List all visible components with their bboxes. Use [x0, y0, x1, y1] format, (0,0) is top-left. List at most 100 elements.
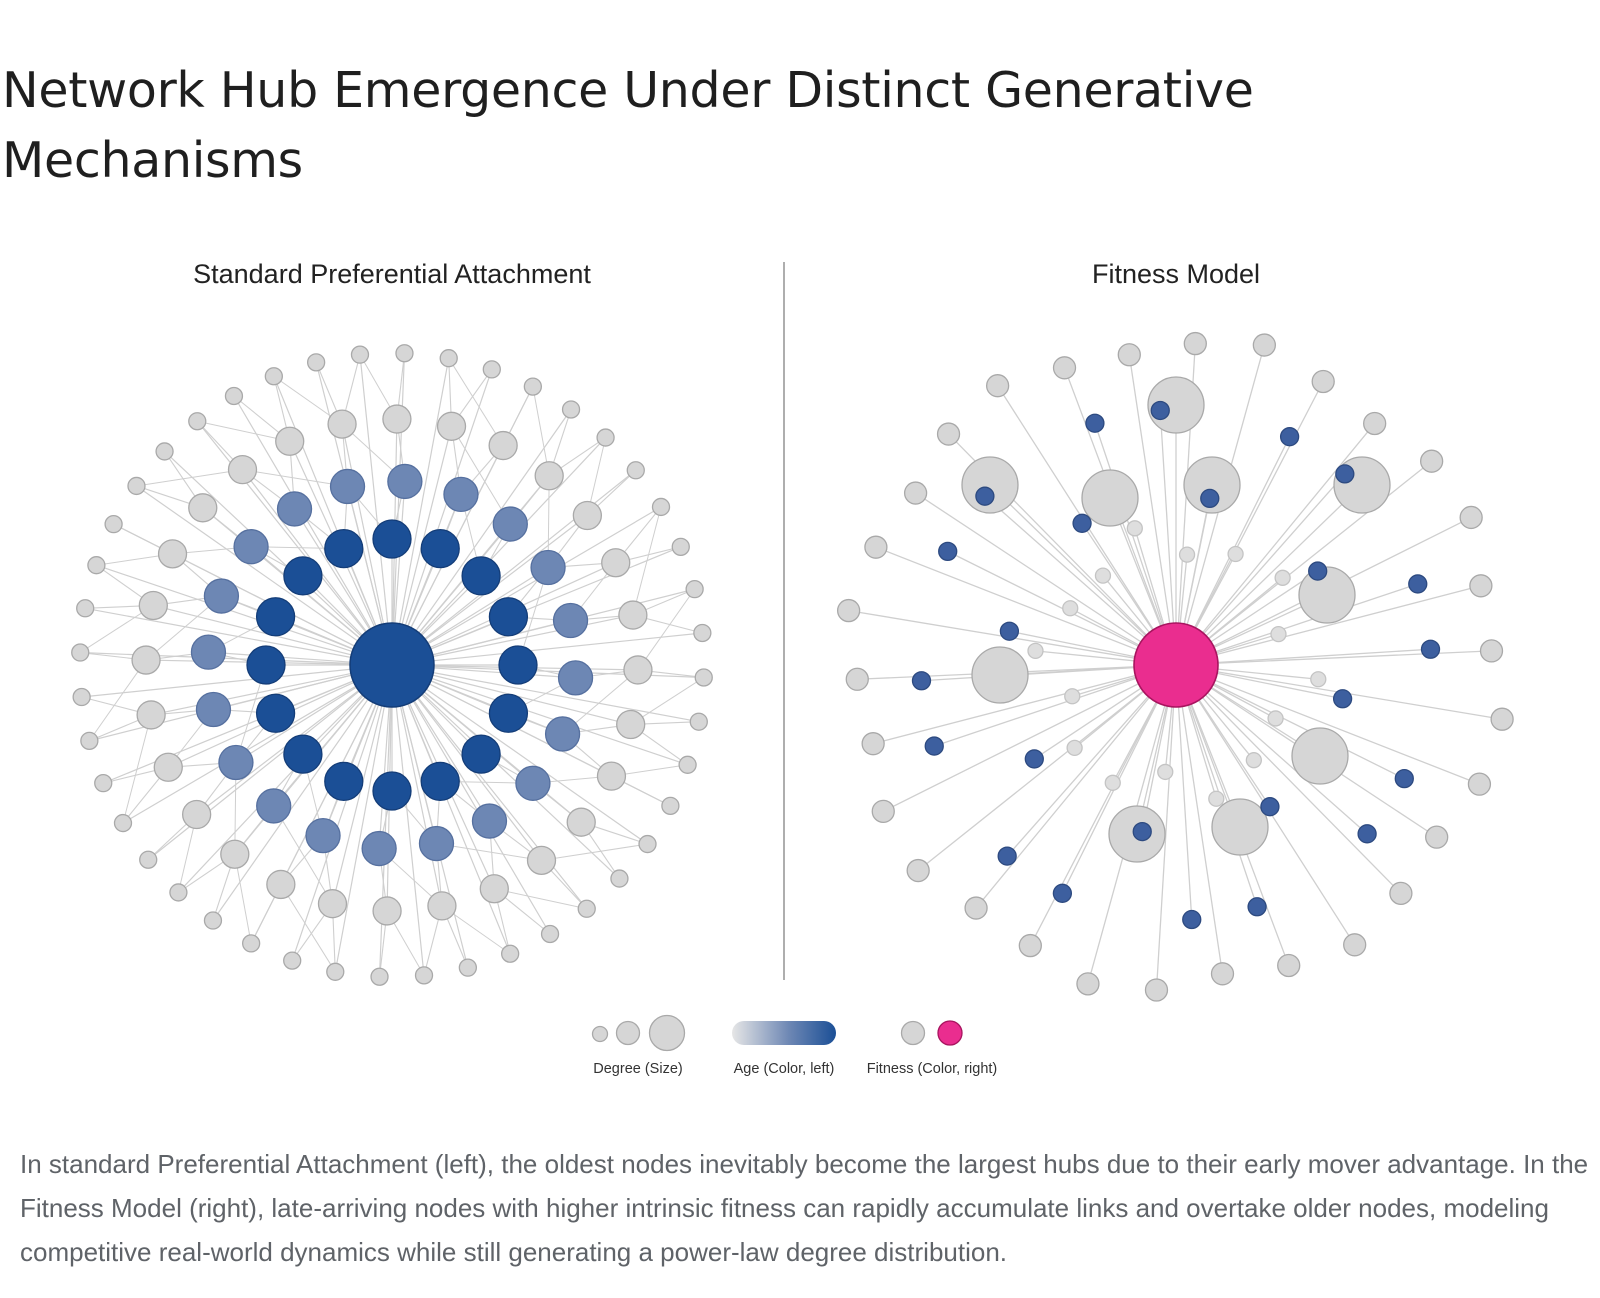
right-network-node	[961, 456, 1019, 514]
left-network-node	[188, 493, 218, 523]
left-network-node	[264, 367, 283, 386]
preferential-attachment-network	[71, 344, 713, 986]
left-network-node	[596, 761, 627, 791]
left-network-node	[515, 765, 551, 801]
left-network-node	[241, 934, 261, 953]
left-network-node	[552, 602, 589, 639]
left-network-node	[188, 412, 207, 431]
right-network-node	[1459, 505, 1483, 530]
left-network-node	[557, 660, 594, 696]
left-network-node	[220, 839, 250, 869]
left-network-node	[153, 752, 183, 782]
right-network-node	[1267, 710, 1284, 727]
right-network-node	[1467, 772, 1492, 796]
right-network-node	[1389, 881, 1413, 906]
left-network-node	[326, 962, 345, 981]
left-network-node	[420, 761, 460, 802]
left-network-node	[372, 896, 402, 926]
right-network-node	[1270, 625, 1287, 643]
right-network-node	[1144, 978, 1169, 1002]
right-network-node	[1178, 546, 1196, 563]
fitness-color-legend-icon	[900, 1020, 963, 1046]
left-network-node	[479, 874, 509, 904]
left-network-node	[501, 944, 520, 963]
left-network-node	[190, 634, 227, 670]
right-network-node	[871, 799, 895, 824]
left-network-node	[610, 869, 629, 888]
left-network-node	[693, 623, 712, 643]
right-network-node	[1027, 642, 1044, 660]
right-network-node	[845, 667, 869, 691]
left-network-nodes	[71, 344, 713, 986]
left-network-node	[523, 377, 543, 396]
left-network-node	[87, 556, 106, 575]
right-network-node	[1211, 798, 1269, 856]
right-network-node	[1066, 739, 1083, 757]
left-network-node	[395, 344, 414, 363]
left-network-node	[488, 597, 529, 637]
right-network-node	[936, 422, 961, 446]
right-network-node	[1247, 897, 1267, 917]
right-network-node	[1357, 824, 1377, 844]
right-network-node	[1150, 400, 1170, 421]
right-panel-title: Fitness Model	[1092, 259, 1260, 289]
right-network-node	[861, 732, 885, 756]
left-network-node	[534, 461, 564, 491]
right-network-node	[1274, 569, 1291, 586]
left-network-node	[616, 709, 646, 740]
right-network-node	[1064, 688, 1081, 705]
left-network-node	[370, 967, 389, 986]
right-network-node	[1200, 488, 1220, 509]
right-network-node	[1052, 356, 1077, 380]
page-title: Network Hub Emergence Under Distinct Gen…	[2, 62, 1254, 189]
left-network-node	[443, 476, 479, 513]
fitness-color-legend-label: Fitness (Color, right)	[867, 1061, 998, 1077]
left-network-node	[387, 463, 423, 500]
left-network-node	[306, 353, 326, 372]
left-network-node	[71, 643, 90, 662]
left-network-node	[350, 345, 370, 364]
left-network-node	[626, 461, 645, 480]
left-network-node	[227, 454, 258, 485]
left-network-node	[471, 803, 508, 839]
right-network-node	[1245, 752, 1262, 769]
right-network-node	[1132, 821, 1152, 842]
left-hub-node	[349, 622, 435, 708]
left-network-node	[324, 761, 364, 802]
right-network-node	[971, 646, 1029, 704]
left-network-node	[661, 796, 680, 816]
right-network-node	[864, 535, 888, 559]
left-network-node	[420, 528, 460, 569]
left-network-node	[372, 519, 412, 559]
degree-size-legend-icon	[591, 1014, 686, 1052]
left-network-node	[382, 404, 412, 434]
left-network-node	[155, 442, 174, 461]
left-network-node	[233, 529, 269, 565]
left-network-node	[327, 409, 357, 439]
left-network-node	[256, 788, 292, 824]
left-network-node	[638, 834, 657, 854]
right-network-node	[1018, 933, 1042, 958]
right-network-node	[1104, 774, 1121, 791]
left-network-edges	[79, 353, 705, 977]
right-network-node	[999, 621, 1020, 641]
left-network-node	[566, 807, 596, 837]
left-network-node	[526, 845, 557, 876]
right-network-node	[1479, 639, 1504, 663]
left-network-node	[577, 899, 596, 918]
right-network-node	[1076, 972, 1100, 996]
age-color-gradient-bar	[732, 1021, 836, 1045]
right-network-node	[1085, 413, 1105, 433]
right-network-node	[1252, 333, 1277, 357]
right-network-node	[924, 736, 944, 756]
left-network-node	[283, 951, 302, 970]
right-network-node	[1332, 689, 1353, 709]
right-network-node	[1062, 600, 1079, 617]
left-network-node	[138, 590, 168, 621]
left-network-node	[540, 924, 560, 944]
right-network-node	[1126, 520, 1143, 537]
left-network-node	[203, 911, 223, 930]
left-network-node	[436, 411, 467, 441]
left-network-node	[488, 430, 518, 461]
left-network-node	[685, 579, 704, 599]
